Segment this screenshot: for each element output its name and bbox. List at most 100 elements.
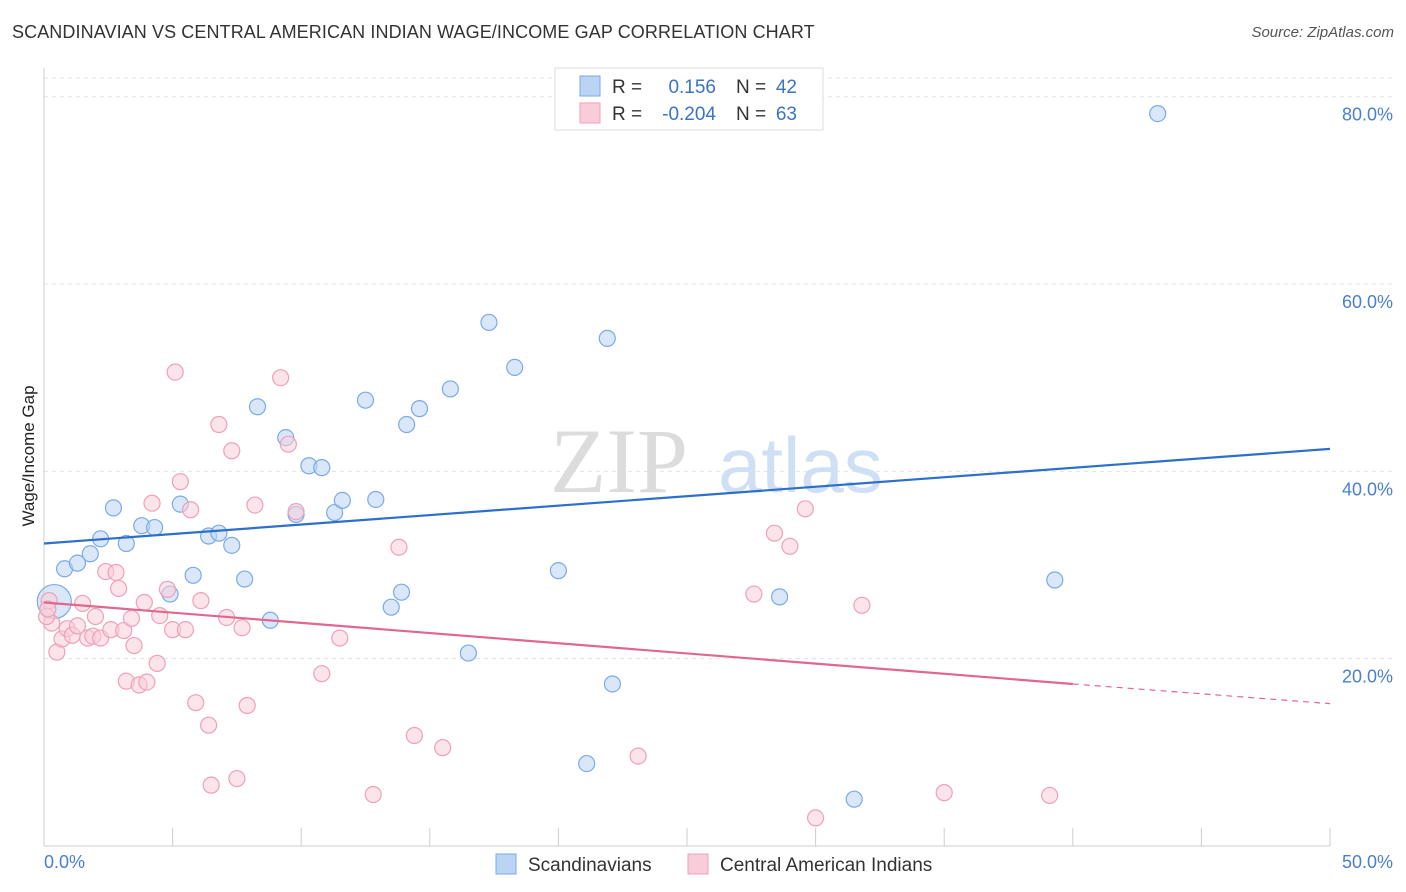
central-american-indian-point-23 (143, 494, 161, 512)
central-american-indians-trend-extension (1072, 683, 1331, 705)
chart-title: SCANDINAVIAN VS CENTRAL AMERICAN INDIAN … (12, 22, 815, 42)
central-american-indian-point-10 (86, 607, 105, 626)
central-american-indian-point-58 (853, 596, 871, 614)
legend-r-value-2: -0.204 (662, 104, 716, 125)
central-american-indian-point-43 (272, 369, 290, 387)
central-american-indian-point-22 (138, 673, 156, 691)
central-american-indian-point-42 (246, 496, 264, 514)
scandinavian-point-32 (480, 313, 498, 332)
scandinavian-point-22 (326, 503, 344, 522)
scandinavian-point-16 (248, 398, 267, 416)
central-american-indian-point-41 (238, 696, 256, 715)
watermark-atlas: atlas (718, 421, 883, 509)
scandinavian-point-2 (68, 554, 87, 572)
central-american-indian-point-15 (109, 579, 128, 598)
central-american-indian-point-44 (279, 435, 297, 453)
scandinavian-point-11 (184, 566, 202, 584)
central-american-indian-point-48 (364, 785, 382, 804)
central-american-indian-point-24 (148, 654, 166, 672)
central-american-indian-point-18 (122, 609, 141, 628)
central-american-indians-trend-line (43, 601, 1073, 686)
central-american-indian-point-45 (287, 503, 305, 521)
central-american-indian-point-31 (182, 501, 200, 519)
legend-n-value-1: 42 (776, 77, 797, 98)
legend-r-label-1: R = (612, 77, 642, 98)
central-american-indian-point-40 (233, 619, 251, 637)
watermark: ZIP atlas (550, 410, 883, 512)
central-american-indian-point-33 (192, 592, 210, 610)
series-legend: Scandinavians Central American Indians (495, 853, 932, 876)
scandinavian-point-26 (382, 598, 400, 616)
y-tick-label-3: 80.0% (1342, 105, 1393, 125)
bottom-legend-central-american-indians: Central American Indians (720, 855, 932, 876)
x-axis-ticks (43, 828, 1331, 846)
central-american-indian-point-14 (107, 563, 125, 582)
central-american-indian-point-36 (210, 415, 228, 434)
scandinavian-point-5 (104, 499, 123, 517)
central-american-indian-point-39 (228, 769, 246, 788)
y-axis-label: Wage/Income Gap (19, 385, 38, 526)
central-american-indian-point-16 (115, 621, 133, 640)
scandinavian-point-25 (367, 490, 385, 509)
central-american-indian-point-30 (176, 621, 195, 639)
correlation-legend: R = 0.156 N = 42 R = -0.204 N = 63 (554, 67, 824, 131)
central-american-indian-point-46 (313, 665, 331, 683)
central-american-indian-point-59 (935, 784, 953, 802)
y-tick-label-1: 40.0% (1342, 479, 1393, 499)
y-tick-label-2: 60.0% (1342, 292, 1393, 312)
legend-n-value-2: 63 (776, 104, 797, 125)
central-american-indian-point-55 (781, 537, 799, 555)
scandinavian-point-35 (578, 754, 596, 773)
scandinavian-point-28 (398, 415, 416, 434)
legend-r-label-2: R = (612, 104, 642, 125)
bottom-swatch-central-american-indians (687, 853, 709, 875)
scandinavian-point-23 (333, 491, 351, 509)
central-american-indian-point-53 (745, 585, 763, 603)
y-axis-tick-labels: 20.0% 40.0% 60.0% 80.0% (1342, 105, 1393, 687)
scandinavian-point-30 (441, 380, 459, 398)
central-american-indian-point-29 (171, 473, 189, 491)
bottom-swatch-scandinavians (495, 853, 517, 875)
central-american-indians-points (37, 363, 1059, 827)
scandinavian-point-13 (210, 524, 228, 542)
central-american-indian-point-47 (331, 629, 349, 647)
central-american-indian-point-38 (223, 442, 241, 460)
central-american-indian-point-21 (135, 593, 153, 612)
scandinavian-point-8 (145, 518, 164, 537)
central-american-indian-point-60 (1041, 786, 1059, 805)
scandinavian-point-31 (459, 644, 477, 662)
scandinavians-trend-line (43, 447, 1331, 545)
legend-r-value-1: 0.156 (668, 77, 716, 98)
central-american-indian-point-49 (390, 538, 408, 556)
central-american-indian-point-7 (73, 594, 92, 613)
scandinavian-point-24 (356, 391, 375, 409)
central-american-indian-point-50 (405, 726, 423, 745)
legend-swatch-scandinavians (579, 75, 601, 97)
central-american-indian-point-56 (796, 500, 814, 518)
central-american-indian-point-62 (39, 600, 57, 618)
central-american-indian-point-52 (629, 747, 647, 765)
scandinavian-point-6 (117, 534, 135, 553)
scandinavian-point-33 (506, 358, 524, 377)
scandinavian-point-21 (313, 459, 331, 477)
y-tick-label-0: 20.0% (1342, 667, 1393, 687)
scandinavian-point-15 (236, 570, 254, 588)
scandinavian-point-36 (598, 329, 616, 347)
scandinavian-point-38 (770, 588, 789, 606)
central-american-indian-point-54 (765, 524, 784, 542)
legend-n-label-2: N = (736, 104, 766, 125)
scandinavian-point-29 (410, 400, 429, 418)
scandinavian-point-14 (223, 536, 241, 554)
bottom-legend-scandinavians: Scandinavians (528, 855, 652, 876)
central-american-indian-point-25 (151, 606, 169, 625)
watermark-zip: ZIP (550, 410, 688, 512)
scandinavian-point-3 (81, 545, 99, 563)
scandinavian-point-27 (392, 583, 411, 601)
central-american-indian-point-35 (202, 776, 220, 794)
scandinavian-point-41 (1149, 104, 1167, 123)
central-american-indian-point-19 (125, 636, 143, 655)
central-american-indian-point-51 (434, 739, 452, 757)
central-american-indian-point-28 (166, 363, 184, 381)
source-credit: Source: ZipAtlas.com (1251, 24, 1394, 41)
